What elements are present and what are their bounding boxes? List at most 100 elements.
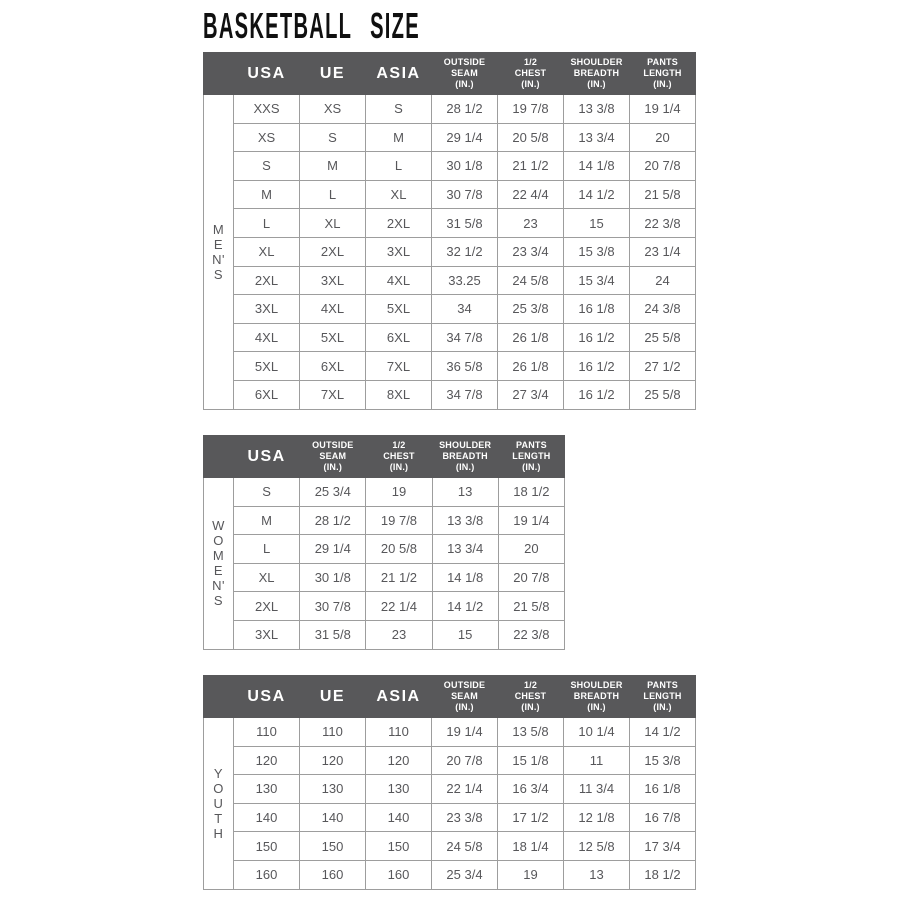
table-row: 5XL 6XL 7XL 36 5/8 26 1/8 16 1/2 27 1/2 [204,351,696,381]
size-cell: 30 7/8 [299,591,367,621]
size-cell: 110 [299,717,366,747]
group-label-letter: U [213,795,224,811]
group-label-letter: S [213,266,224,282]
size-cell: 21 1/2 [365,562,433,593]
size-cell: 21 5/8 [497,591,566,621]
womens-group-label: W O M E N' S [203,477,234,650]
size-cell: 15 3/8 [563,236,630,267]
size-cell: 14 1/8 [431,562,499,593]
table-row: XL 2XL 3XL 32 1/2 23 3/4 15 3/8 23 1/4 [204,236,696,267]
group-label-letter: M [212,221,225,237]
size-cell: 20 7/8 [629,151,696,181]
size-cell: M [233,179,300,210]
size-cell: 34 [431,294,498,324]
mens-table: USA UE ASIA OUTSIDE SEAM (IN.) 1/2 CHEST (IN… [203,52,696,410]
size-cell: 150 [233,831,300,861]
table-row: 160 160 160 25 3/4 19 13 18 1/2 [204,859,696,890]
size-cell: XXS [233,94,300,124]
table-row: Y O U T H 110 110 110 19 1/4 13 5/8 10 1/4 14 1/2 [203,717,696,890]
size-cell: 3XL [233,294,300,324]
size-cell: 16 1/2 [563,322,630,353]
size-cell: 27 3/4 [497,379,564,410]
size-cell: 11 [563,745,630,776]
size-cell: 8XL [365,379,432,410]
size-cell: 14 1/2 [629,717,696,747]
size-cell: 16 1/8 [629,774,696,804]
size-cell: 5XL [299,322,366,353]
size-cell: 20 5/8 [365,534,433,564]
size-cell: 6XL [365,322,432,353]
size-cell: 130 [233,774,300,804]
size-cell: 12 1/8 [563,802,630,833]
youth-table: USA UE ASIA OUTSIDE SEAM (IN.) 1/2 CHEST (IN… [203,675,696,890]
size-cell: S [232,477,301,507]
size-cell: 11 3/4 [563,774,630,804]
size-cell: 34 7/8 [431,322,498,353]
size-cell: 3XL [299,265,366,296]
size-cell: 13 3/4 [563,122,630,153]
size-cell: 4XL [365,265,432,296]
size-cell: 13 [563,859,630,890]
table-row: M L XL 30 7/8 22 4/4 14 1/2 21 5/8 [204,179,696,210]
size-cell: 28 1/2 [431,94,498,124]
group-label-letter: S [213,593,224,609]
column-header: 1/2 CHEST (IN.) [365,435,433,478]
size-cell: 36 5/8 [431,351,498,381]
table-row: XS S M 29 1/4 20 5/8 13 3/4 20 [204,122,696,153]
size-cell: 15 3/4 [563,265,630,296]
size-cell: 110 [233,717,300,747]
size-cell: 20 [497,534,566,564]
size-cell: 32 1/2 [431,236,498,267]
womens-size-table: USA OUTSIDE SEAM (IN.) 1/2 CHEST (IN.) SHOU… [203,435,566,650]
size-cell: S [233,151,300,181]
size-cell: 2XL [299,236,366,267]
size-cell: 140 [365,802,432,833]
size-cell: 160 [365,859,432,890]
size-cell: 140 [299,802,366,833]
size-cell: L [299,179,366,210]
group-label-letter: W [212,518,225,534]
size-cell: 130 [299,774,366,804]
column-header: ASIA [365,52,432,95]
table-row: 120 120 120 20 7/8 15 1/8 11 15 3/8 [204,745,696,776]
column-header: SHOULDER BREADTH (IN.) [563,52,630,95]
size-cell: 25 3/8 [497,294,564,324]
size-cell: 25 3/4 [299,477,367,507]
group-label-letter: E [213,236,224,252]
size-cell: 22 1/4 [431,774,498,804]
size-cell: 13 3/8 [563,94,630,124]
column-header: USA [232,435,301,478]
size-cell: 150 [299,831,366,861]
size-cell: L [365,151,432,181]
size-cell: M [232,505,301,536]
size-cell: 30 1/8 [299,562,367,593]
size-cell: 120 [365,745,432,776]
size-cell: 15 [563,208,630,238]
size-cell: XS [299,94,366,124]
size-cell: 19 1/4 [497,505,566,536]
size-cell: 14 1/2 [431,591,499,621]
column-header: UE [299,52,366,95]
column-header: OUTSIDE SEAM (IN.) [299,435,367,478]
column-header: OUTSIDE SEAM (IN.) [431,52,498,95]
table-row: L 29 1/4 20 5/8 13 3/4 20 [204,534,566,564]
size-cell: 26 1/8 [497,351,564,381]
size-cell: 110 [365,717,432,747]
size-cell: 23 3/8 [431,802,498,833]
size-cell: 130 [365,774,432,804]
size-cell: 28 1/2 [299,505,367,536]
size-cell: 21 5/8 [629,179,696,210]
size-cell: 2XL [232,591,301,621]
mens-size-table: USA UE ASIA OUTSIDE SEAM (IN.) 1/2 CHEST (IN… [203,52,696,410]
size-cell: 20 [629,122,696,153]
size-cell: 20 5/8 [497,122,564,153]
size-cell: 19 7/8 [365,505,433,536]
size-cell: 19 1/4 [629,94,696,124]
size-cell: XL [233,236,300,267]
group-label-letter: N' [212,578,225,594]
column-header: SHOULDER BREADTH (IN.) [431,435,499,478]
size-cell: 18 1/2 [497,477,566,507]
size-cell: 29 1/4 [299,534,367,564]
group-label-letter: T [214,810,223,826]
